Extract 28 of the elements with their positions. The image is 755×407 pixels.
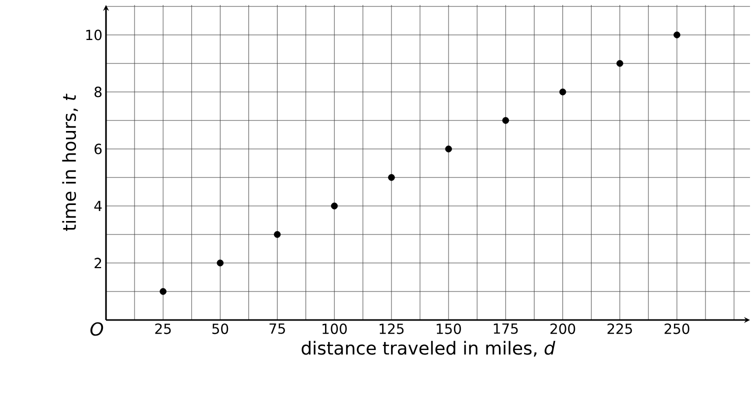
x-tick-label: 100 — [322, 324, 347, 334]
point — [445, 146, 452, 152]
text: O — [90, 322, 104, 336]
x-tick-label: 200 — [550, 324, 576, 334]
x-tick-label: 125 — [380, 324, 404, 334]
point — [559, 88, 566, 96]
point — [330, 202, 338, 210]
y-tick-label: 6 — [94, 144, 102, 154]
point — [274, 231, 281, 238]
point — [616, 60, 624, 67]
x-tick-label: 75 — [270, 324, 285, 334]
y-axis-title: time in hours, t — [62, 94, 78, 231]
point — [216, 260, 224, 266]
point — [388, 174, 395, 181]
x-tick-label: 25 — [155, 324, 171, 334]
y-tick-label: 8 — [94, 86, 102, 98]
y-tick-label: 2 — [94, 258, 102, 268]
point — [160, 288, 166, 295]
x-tick-label: 225 — [608, 324, 632, 334]
y-tick-label: 10 — [86, 30, 102, 40]
point — [502, 117, 510, 124]
point — [674, 32, 680, 38]
x-tick-label: 250 — [664, 324, 690, 334]
x-tick-label: 150 — [436, 324, 461, 334]
x-tick-label: 50 — [212, 324, 228, 334]
y-tick-label: 4 — [94, 200, 102, 212]
x-tick-label: 175 — [494, 324, 518, 334]
x-axis-title: distance traveled in miles, d — [302, 340, 556, 357]
